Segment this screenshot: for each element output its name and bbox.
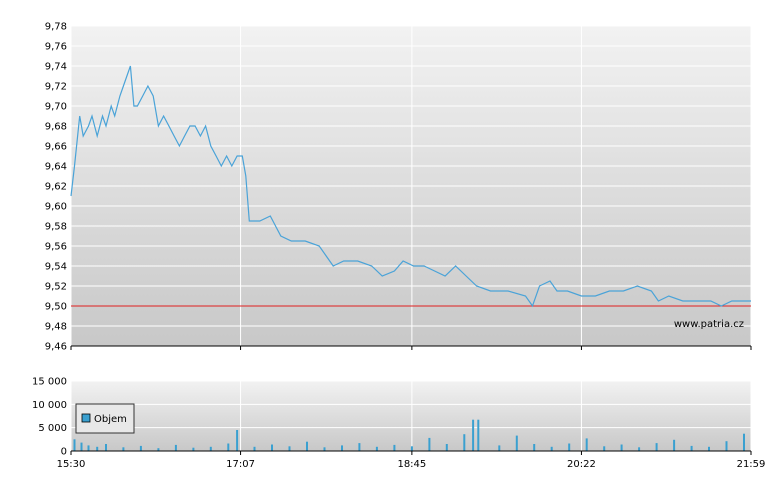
volume-bar: [445, 444, 448, 451]
legend-label: Objem: [94, 414, 127, 425]
volume-bar: [122, 447, 125, 451]
volume-bar: [139, 445, 142, 451]
x-tick-label: 20:22: [567, 459, 596, 470]
price-y-tick-label: 9,62: [45, 182, 67, 193]
volume-bar: [410, 446, 413, 451]
volume-y-tick-label: 5 000: [38, 423, 67, 434]
volume-bar: [725, 441, 728, 451]
volume-bar: [585, 438, 588, 451]
price-x-ticks: [70, 346, 752, 350]
legend-swatch: [81, 413, 91, 423]
watermark: www.patria.cz: [674, 319, 744, 330]
volume-y-tick-label: 15 000: [32, 377, 67, 388]
volume-bar: [428, 437, 431, 451]
volume-bar: [209, 446, 212, 451]
volume-bar: [472, 419, 475, 451]
volume-bar: [73, 439, 76, 451]
volume-bar: [323, 447, 326, 451]
x-tick-label: 21:59: [737, 459, 766, 470]
volume-bar: [690, 445, 693, 451]
volume-bar: [498, 445, 501, 451]
volume-bar: [568, 443, 571, 451]
volume-bar: [550, 446, 553, 451]
price-y-tick-label: 9,66: [45, 142, 67, 153]
x-tick-label: 17:07: [226, 459, 255, 470]
volume-y-tick-label: 10 000: [32, 400, 67, 411]
price-y-tick-label: 9,46: [45, 342, 67, 353]
volume-bar: [358, 443, 361, 451]
price-y-tick-label: 9,56: [45, 242, 67, 253]
price-y-tick-label: 9,48: [45, 322, 67, 333]
price-y-tick-label: 9,78: [45, 22, 67, 33]
price-y-tick-label: 9,58: [45, 222, 67, 233]
volume-plot-area: [71, 381, 751, 451]
volume-x-axis-labels: 15:30 17:07 18:45 20:22 21:59: [57, 451, 766, 470]
price-y-tick-label: 9,70: [45, 102, 67, 113]
volume-y-axis: 0 5 000 10 000 15 000: [32, 377, 67, 458]
volume-bar: [743, 433, 745, 451]
volume-bar: [80, 442, 83, 451]
volume-bar: [227, 443, 230, 451]
price-y-tick-label: 9,74: [45, 62, 67, 73]
volume-y-tick-label: 0: [61, 447, 67, 458]
price-y-tick-label: 9,60: [45, 202, 67, 213]
volume-bar: [236, 430, 239, 451]
volume-bar: [477, 419, 480, 451]
volume-bar: [105, 444, 107, 451]
price-y-tick-label: 9,68: [45, 122, 67, 133]
price-y-tick-label: 9,50: [45, 302, 67, 313]
volume-bar: [288, 446, 291, 451]
volume-bar: [463, 434, 466, 451]
volume-bar: [192, 447, 195, 451]
volume-bar: [306, 441, 308, 451]
volume-bar: [157, 448, 160, 451]
volume-bar: [96, 446, 99, 451]
price-y-axis: 9,46 9,48 9,50 9,52 9,54 9,56 9,58 9,60 9,62 9,64…: [45, 22, 67, 353]
volume-bar: [533, 444, 536, 451]
volume-bar: [603, 446, 606, 451]
volume-bar: [271, 444, 273, 451]
price-y-tick-label: 9,64: [45, 162, 67, 173]
volume-bar: [341, 445, 343, 451]
volume-bar: [253, 446, 256, 451]
x-tick-label: 18:45: [397, 459, 426, 470]
volume-bar: [515, 435, 518, 451]
volume-bar: [87, 445, 90, 451]
volume-bar: [393, 444, 396, 451]
volume-bar: [638, 447, 641, 451]
price-y-tick-label: 9,54: [45, 262, 67, 273]
x-tick-label: 15:30: [57, 459, 86, 470]
price-y-tick-label: 9,72: [45, 82, 67, 93]
volume-bar: [673, 439, 676, 451]
price-series-line: [70, 65, 751, 308]
volume-bar: [174, 444, 177, 451]
price-y-tick-label: 9,52: [45, 282, 67, 293]
volume-bar: [375, 446, 378, 451]
volume-bar: [708, 446, 710, 451]
price-y-tick-label: 9,76: [45, 42, 67, 53]
volume-legend: Objem: [75, 403, 135, 434]
volume-bar: [620, 444, 623, 451]
volume-bars: [73, 419, 745, 451]
volume-bar: [655, 443, 658, 451]
